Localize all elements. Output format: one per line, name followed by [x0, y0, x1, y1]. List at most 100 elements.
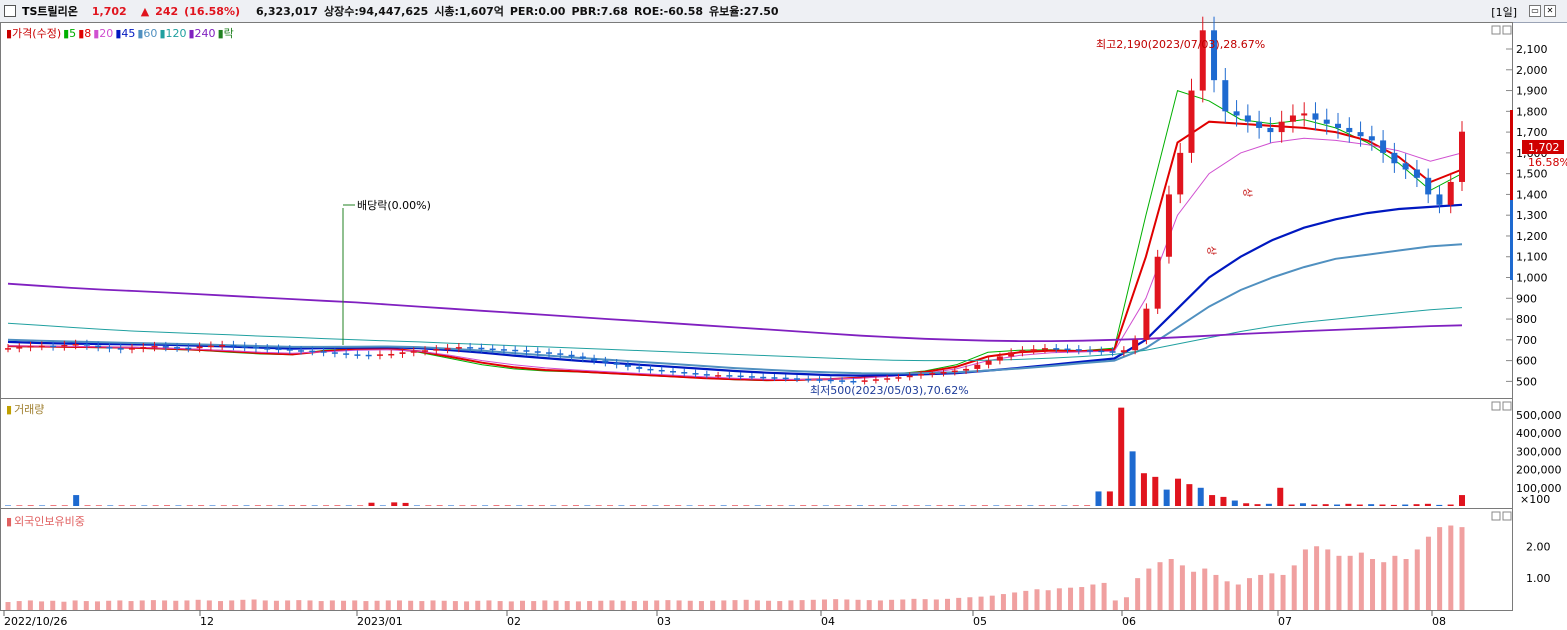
y-tick-label: 1,100	[1516, 251, 1548, 264]
candle-body	[106, 347, 113, 349]
market-cap: 시총:1,607억	[434, 5, 504, 18]
legend-item-8[interactable]: ▮락	[217, 27, 234, 40]
candle-body	[1402, 163, 1409, 170]
volume-bar	[220, 505, 227, 506]
limit-up-label: 상	[1241, 188, 1253, 197]
volume-tick-label: 100,000	[1516, 482, 1562, 495]
volume-bar	[800, 505, 807, 506]
volume-bar	[686, 505, 693, 506]
volume-bar	[129, 505, 136, 506]
volume-bar	[1038, 505, 1045, 506]
panel-frame-1	[0, 398, 1513, 509]
candle-body	[399, 352, 406, 354]
candle-body	[737, 375, 744, 378]
volume-bar	[482, 505, 489, 506]
volume-tick-label: 500,000	[1516, 409, 1562, 422]
volume-bar	[913, 505, 920, 506]
legend-item-5[interactable]: ▮60	[137, 27, 158, 40]
candle-body	[286, 349, 293, 351]
foreign-bar	[1101, 582, 1107, 610]
candle-body	[546, 352, 553, 354]
volume-bar	[1265, 503, 1272, 506]
foreign-bar	[408, 600, 414, 610]
volume-bar	[493, 505, 500, 506]
volume-bar	[1129, 451, 1136, 506]
candle-body	[376, 354, 383, 356]
volume-bar	[1061, 505, 1068, 506]
foreign-bar	[352, 600, 358, 610]
foreign-bar	[1381, 562, 1387, 610]
volume-bar	[538, 505, 545, 506]
y-tick-label: 600	[1516, 355, 1537, 368]
legend-item-1[interactable]: ▮5	[63, 27, 77, 40]
y-tick-label: 900	[1516, 292, 1537, 305]
x-tick-label: 04	[821, 615, 835, 628]
foreign-bar	[139, 600, 145, 610]
volume-bar	[550, 505, 557, 506]
x-tick-label: 06	[1122, 615, 1136, 628]
candle-body	[861, 380, 868, 382]
legend-item-0[interactable]: ▮가격(수정)	[6, 27, 62, 40]
legend-item-6[interactable]: ▮120	[159, 27, 187, 40]
close-icon[interactable]: ✕	[1544, 5, 1556, 17]
volume-bar	[345, 505, 352, 506]
foreign-bar	[743, 599, 749, 610]
foreign-bar	[945, 598, 951, 610]
candle-body	[95, 345, 102, 348]
legend-item-2[interactable]: ▮8	[78, 27, 92, 40]
volume-bar	[1027, 505, 1034, 506]
volume-bar	[766, 505, 773, 506]
period-selector[interactable]: [1일]	[1491, 6, 1517, 19]
volume-tick-label: 400,000	[1516, 427, 1562, 440]
dividend-annotation: 배당락(0.00%)	[357, 199, 431, 212]
volume-bar	[1413, 504, 1420, 506]
candle-body	[275, 348, 282, 351]
high-annotation: 최고2,190(2023/07/03),28.67%	[1096, 38, 1265, 51]
candle-body	[38, 345, 45, 348]
candle-body	[1233, 111, 1240, 116]
volume-bar	[1209, 495, 1216, 506]
candle-body	[1357, 132, 1364, 137]
legend-item-7[interactable]: ▮240	[188, 27, 216, 40]
candle-body	[839, 380, 846, 382]
legend-item-4[interactable]: ▮45	[115, 27, 136, 40]
candle-body	[940, 372, 947, 374]
volume-bar	[1447, 504, 1454, 506]
stock-name[interactable]: TS트릴리온	[22, 5, 78, 18]
candle-body	[264, 348, 271, 350]
foreign-bar	[956, 597, 962, 610]
volume-bar	[743, 505, 750, 506]
volume-bar	[902, 505, 909, 506]
select-checkbox[interactable]	[4, 5, 16, 17]
candle-body	[219, 345, 226, 347]
candle-body	[1154, 256, 1161, 309]
volume-bar	[84, 505, 91, 506]
x-tick-label: 08	[1432, 615, 1446, 628]
volume-bar	[334, 505, 341, 506]
foreign-bar	[1370, 559, 1376, 610]
volume-bar	[1299, 503, 1306, 506]
volume-bar	[868, 505, 875, 506]
panel-restore-icon	[1491, 401, 1501, 411]
candle-body	[433, 349, 440, 351]
foreign-bar	[587, 601, 593, 610]
ma-line-60	[7, 243, 1463, 375]
volume-bar	[209, 505, 216, 506]
candle-body	[963, 368, 970, 371]
foreign-bar	[318, 601, 324, 610]
restore-icon[interactable]: ▭	[1529, 5, 1541, 17]
volume-tick-label: 200,000	[1516, 464, 1562, 477]
candle-body	[1188, 90, 1195, 153]
candle-body	[174, 347, 181, 349]
volume-bar	[254, 505, 261, 506]
volume-bar	[1402, 504, 1409, 506]
foreign-bar	[1146, 568, 1152, 610]
candle-body	[895, 377, 902, 379]
legend-item-3[interactable]: ▮20	[93, 27, 114, 40]
y-tick-label: 1,500	[1516, 168, 1548, 181]
volume-bar	[1015, 505, 1022, 506]
candle-body	[1335, 123, 1342, 128]
candle-body	[624, 364, 631, 367]
foreign-bar	[766, 600, 772, 610]
